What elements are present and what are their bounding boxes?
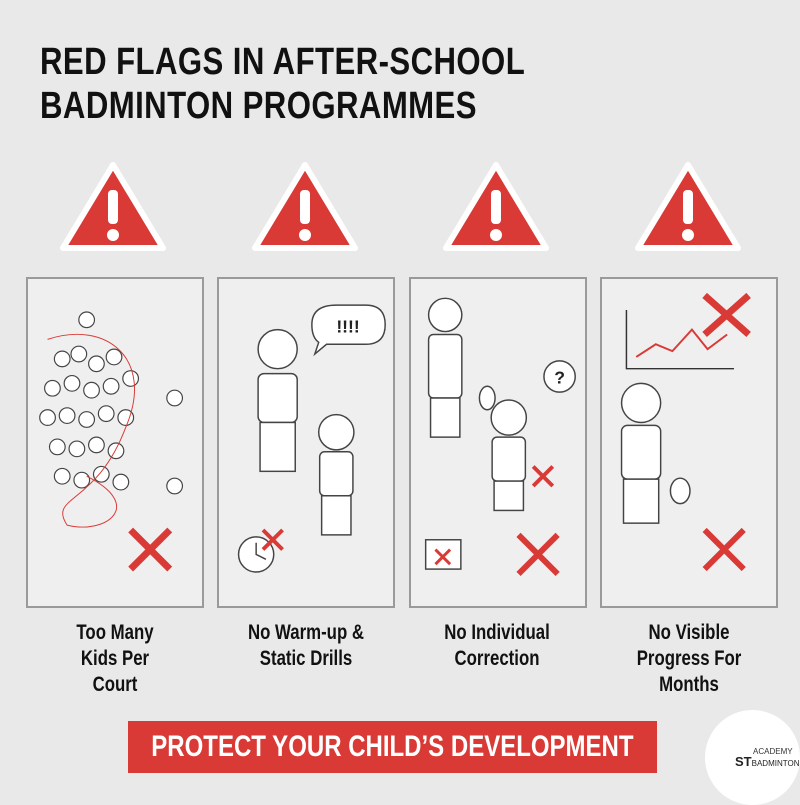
warning-triangle-icon (252, 162, 358, 251)
crowd-of-kids-illustration (39, 311, 184, 572)
caption-no-correction: No Individual Correction (444, 621, 550, 670)
speech-bubble-text: !!!! (336, 317, 359, 337)
title-line-2: BADMINTON PROGRAMMES (40, 85, 477, 127)
warning-triangle-icon (635, 162, 741, 251)
caption-too-many-kids: Too Many Kids Per Court (76, 621, 154, 696)
panel-static-drills: !!!! (217, 277, 395, 608)
red-x-icon (261, 528, 284, 551)
cta-banner: PROTECT YOUR CHILD’S DEVELOPMENT (128, 721, 657, 773)
caption-no-warmup: No Warm-up & Static Drills (247, 621, 365, 670)
question-bubble-text: ? (554, 367, 565, 387)
progress-line (635, 328, 728, 358)
clock-icon (255, 542, 267, 560)
warning-triangle-icon (443, 162, 549, 251)
logo-badminton: BADMINTON (751, 759, 800, 768)
red-x-icon (128, 527, 173, 572)
red-x-icon (516, 532, 560, 577)
banner-text: PROTECT YOUR CHILD’S DEVELOPMENT (151, 730, 634, 763)
title-line-1: RED FLAGS IN AFTER-SCHOOL (40, 41, 526, 83)
ignored-child-illustration: ? (424, 297, 576, 577)
academy-logo: ACADEMY STBADMINTON (705, 710, 800, 805)
red-x-icon (702, 527, 746, 572)
panel-no-progress (600, 277, 778, 608)
calendar-x-icon (434, 548, 452, 566)
panel-crowded-court (26, 277, 204, 608)
logo-name: STBADMINTON (735, 754, 799, 769)
caption-no-progress: No Visible Progress For Months (636, 621, 742, 696)
flat-progress-illustration (620, 292, 751, 572)
red-x-icon (531, 465, 555, 488)
logo-st: ST (735, 754, 752, 769)
red-x-icon (702, 292, 751, 338)
warning-triangle-icon (60, 162, 166, 251)
logo-academy: ACADEMY (753, 747, 793, 756)
page-title: RED FLAGS IN AFTER-SCHOOL BADMINTON PROG… (40, 40, 525, 128)
chart-axes (625, 310, 734, 370)
shouting-coach-illustration: !!!! (237, 304, 386, 573)
panel-individual-correction: ? (409, 277, 587, 608)
